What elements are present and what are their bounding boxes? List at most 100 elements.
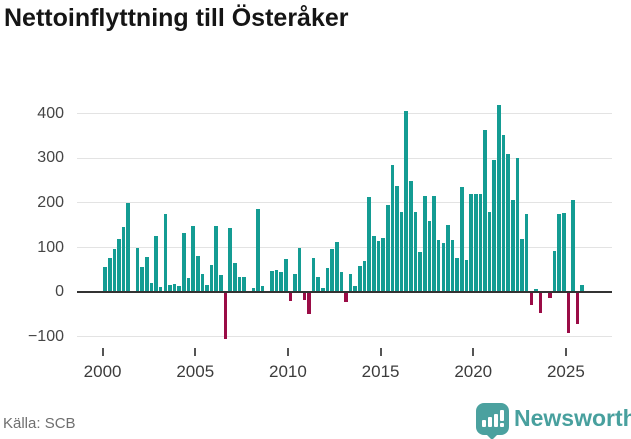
bar (460, 187, 464, 293)
bar (548, 292, 552, 299)
x-axis-tick (564, 348, 567, 356)
bar (228, 227, 232, 293)
logo-bar-icon (494, 414, 498, 427)
bar (191, 225, 195, 293)
x-axis-tick-label: 2005 (176, 362, 215, 381)
x-axis-tick (194, 348, 197, 356)
bar (552, 250, 557, 293)
bar (358, 265, 362, 293)
bar (330, 248, 334, 293)
bar (483, 129, 487, 293)
bar (270, 270, 274, 293)
bar (515, 158, 520, 293)
bar (520, 238, 524, 293)
bar (260, 286, 265, 293)
bar (566, 292, 571, 334)
bar (316, 276, 320, 293)
bar (311, 258, 316, 293)
bar (279, 271, 283, 293)
x-axis-tick-label: 2025 (546, 362, 585, 381)
bar (107, 258, 112, 293)
bar (399, 211, 404, 293)
x-axis-tick-label: 2015 (361, 362, 400, 381)
bar (339, 272, 344, 293)
y-axis-tick-label: 400 (37, 104, 64, 122)
chart-title: Nettoinflyttning till Österåker (4, 4, 349, 32)
x-axis-tick-label: 2010 (268, 362, 307, 381)
bar (154, 236, 158, 293)
bar (427, 220, 432, 293)
bar (297, 248, 302, 293)
newsworthy-logo: Newsworthy (476, 402, 631, 439)
bar (492, 160, 497, 293)
bar (103, 266, 107, 293)
y-axis-tick-label: 0 (55, 283, 64, 301)
bar (288, 292, 293, 301)
bar (163, 214, 168, 293)
bar (219, 274, 223, 293)
bar (233, 263, 237, 293)
bar (158, 286, 163, 293)
bar (571, 199, 575, 293)
bar (121, 227, 126, 293)
bar (506, 154, 510, 293)
bar (464, 260, 469, 293)
logo-exclamation-icon (500, 410, 504, 421)
bar (126, 202, 131, 293)
bar (251, 288, 256, 293)
gridline (77, 113, 612, 115)
bar (348, 273, 353, 293)
bar (511, 200, 515, 293)
bar (274, 269, 279, 293)
bar (432, 196, 436, 293)
logo-bar-icon (488, 417, 492, 427)
bar (455, 258, 459, 293)
bar (367, 197, 371, 293)
bar (149, 283, 154, 293)
bar (487, 211, 492, 293)
bar (344, 292, 348, 302)
source-label: Källa: SCB (3, 415, 76, 432)
bar (140, 266, 144, 293)
x-axis-tick-label: 2000 (83, 362, 122, 381)
bar (381, 237, 385, 293)
bar (112, 249, 117, 293)
bar (293, 274, 297, 293)
bar (242, 276, 246, 293)
logo-bubble-icon (476, 403, 509, 435)
bar (177, 286, 182, 293)
bar (469, 193, 473, 293)
bar (353, 286, 358, 293)
bar (450, 240, 455, 293)
bar (580, 285, 585, 293)
bar (413, 211, 418, 293)
bar (283, 258, 288, 293)
bar (144, 256, 149, 293)
bar (575, 292, 580, 324)
logo-bar-icon (482, 420, 486, 427)
gridline (77, 336, 612, 338)
bar (561, 213, 566, 293)
gridline (77, 202, 612, 204)
bar (422, 195, 427, 293)
bar (321, 287, 325, 293)
y-axis-tick-label: −100 (27, 327, 64, 345)
bar (524, 214, 529, 293)
gridline (77, 157, 612, 159)
bar (200, 274, 205, 293)
bar (117, 238, 121, 293)
bar (436, 239, 441, 293)
bar (186, 278, 191, 293)
bar (376, 240, 381, 293)
logo-bubble-tail (486, 434, 498, 439)
x-axis-tick (286, 348, 289, 356)
bar (135, 247, 140, 293)
bar (538, 292, 543, 314)
x-axis-tick (472, 348, 475, 356)
bar (256, 209, 260, 293)
bar (214, 226, 219, 293)
x-axis-tick (379, 348, 382, 356)
bar (418, 252, 422, 293)
bar (446, 225, 450, 293)
